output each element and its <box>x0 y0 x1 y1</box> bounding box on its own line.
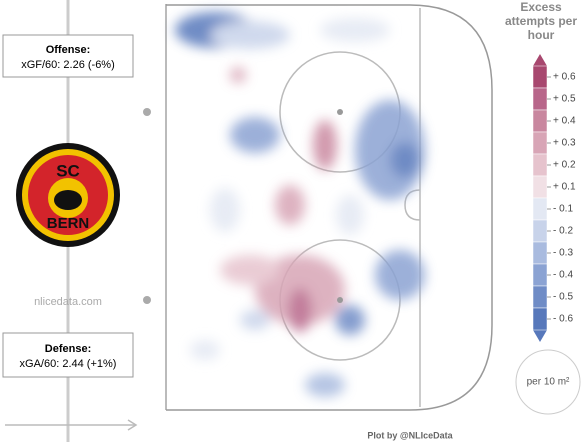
colorbar-cap <box>533 330 547 342</box>
colorbar-label: + 0.6 <box>553 72 576 83</box>
colorbar-label: + 0.2 <box>553 160 576 171</box>
watermark: nlicedata.com <box>34 296 102 308</box>
offense-stat: xGF/60: 2.26 (-6%) <box>21 59 115 71</box>
legend-title: Excess attempts per hour <box>504 0 578 42</box>
colorbar-swatch <box>532 109 548 133</box>
defense-box <box>2 332 134 378</box>
defense-stat: xGA/60: 2.44 (+1%) <box>20 358 117 370</box>
colorbar-label: + 0.3 <box>553 138 576 149</box>
logo-bottom: BERN <box>47 215 90 232</box>
colorbar-label: - 0.1 <box>553 204 573 215</box>
colorbar: + 0.6 + 0.5 + 0.4 + 0.3 + 0.2 + 0.1 - 0.1 - 0.2… <box>532 54 576 342</box>
colorbar-swatch <box>532 285 548 309</box>
offense-box <box>2 34 134 78</box>
direction-arrow <box>5 419 138 431</box>
heat-blobs <box>175 12 425 397</box>
colorbar-swatch <box>532 65 548 89</box>
colorbar-swatch <box>532 307 548 331</box>
faceoff-dot <box>337 109 343 115</box>
colorbar-label: - 0.3 <box>553 248 573 259</box>
colorbar-swatch <box>532 263 548 287</box>
faceoff-dot <box>337 297 343 303</box>
colorbar-swatch <box>532 131 548 155</box>
colorbar-swatch <box>532 241 548 265</box>
colorbar-swatch <box>532 197 548 221</box>
colorbar-swatch <box>532 87 548 111</box>
colorbar-label: - 0.6 <box>553 314 573 325</box>
offense-title: Offense: <box>46 44 91 56</box>
team-logo: SC BERN <box>16 143 120 247</box>
legend-title-box: Excess attempts per hour <box>504 0 578 42</box>
unit-note: per 10 m² <box>527 377 570 388</box>
colorbar-swatch <box>532 219 548 243</box>
colorbar-label: - 0.4 <box>553 270 573 281</box>
colorbar-label: + 0.1 <box>553 182 576 193</box>
colorbar-label: + 0.5 <box>553 94 576 105</box>
colorbar-swatch <box>532 153 548 177</box>
colorbar-cap <box>533 54 547 66</box>
faceoff-dot <box>143 296 151 304</box>
colorbar-label: - 0.5 <box>553 292 573 303</box>
defense-title: Defense: <box>45 343 91 355</box>
logo-top: SC <box>56 161 80 180</box>
credit: Plot by @NLIceData <box>367 430 453 440</box>
colorbar-label: - 0.2 <box>553 226 573 237</box>
colorbar-swatch <box>532 175 548 199</box>
faceoff-dot <box>143 108 151 116</box>
unit-circle <box>515 349 581 415</box>
colorbar-label: + 0.4 <box>553 116 576 127</box>
